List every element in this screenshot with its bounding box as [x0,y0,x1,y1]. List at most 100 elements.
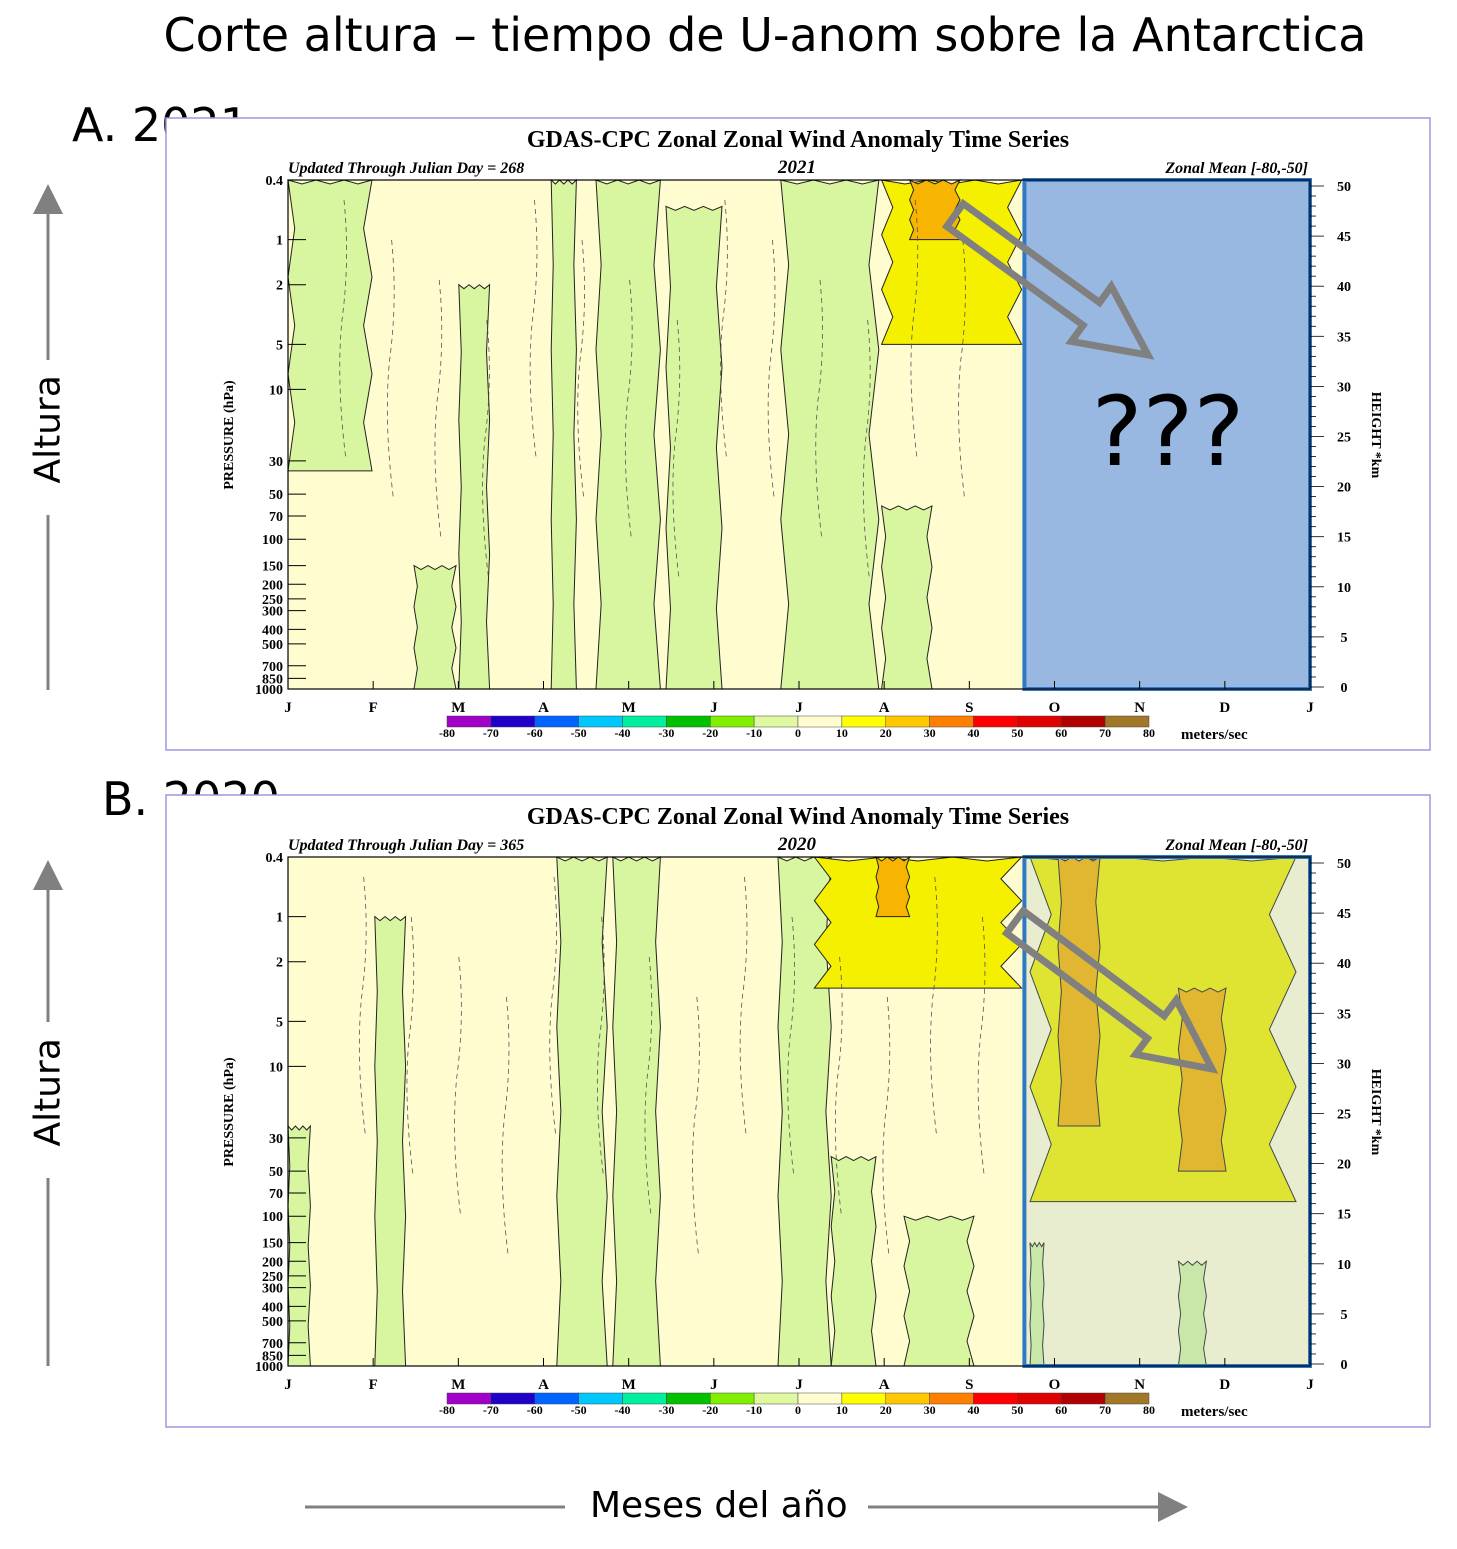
y2-tick-label: 15 [1337,1208,1351,1223]
colorbar-tick-label: -50 [571,1403,587,1417]
x-tick-label: D [1219,700,1230,716]
x-tick-label: J [284,700,292,716]
y2-axis-label: HEIGHT *km [1368,392,1383,479]
colorbar-tick-label: -20 [702,1403,718,1417]
dashed-contour [910,199,919,461]
y-tick-label: 30 [269,455,283,470]
y-tick-label: 500 [262,1315,283,1330]
y-tick-label: 1 [276,234,283,249]
dashed-contour [977,916,986,1178]
y2-tick-label: 50 [1337,857,1351,872]
colorbar-tick-label: 10 [836,1403,848,1417]
x-tick-label: J [710,700,718,716]
y-tick-label: 0.4 [266,851,284,866]
y2-tick-label: 25 [1337,431,1351,446]
x-tick-label: J [710,1377,718,1393]
contour-region-10_20 [813,856,1023,989]
y-axis-label: PRESSURE (hPa) [222,380,237,490]
x-tick-label: A [538,1377,549,1393]
colorbar-tick-label: 40 [968,1403,980,1417]
dashed-contour [406,916,415,1178]
y-tick-label: 30 [269,1132,283,1147]
contour-region-_10_0 [287,1124,311,1367]
subtitle-year: 2021 [777,157,816,178]
contour-region-_10_0 [780,179,880,690]
y-tick-label: 400 [262,623,283,638]
contour-region-_10_0 [556,856,608,1367]
x-tick-label: A [879,700,890,716]
dashed-contour [577,239,585,501]
dashed-contour [644,956,653,1218]
x-tick-label: O [1049,700,1061,716]
x-tick-label: J [795,1377,803,1393]
colorbar-tick-label: 70 [1099,1403,1111,1417]
y2-tick-label: 45 [1337,907,1351,922]
y2-tick-label: 15 [1337,531,1351,546]
contour-region-_10_0 [595,179,661,690]
colorbar-tick-label: -80 [439,726,455,740]
chart-title: GDAS-CPC Zonal Zonal Wind Anomaly Time S… [527,127,1069,153]
y2-tick-label: 35 [1337,1007,1351,1022]
colorbar-bin [1104,715,1150,728]
x-tick-label: F [369,1377,378,1393]
x-tick-label: J [1306,1377,1314,1393]
x-tick-label: J [1306,700,1314,716]
x-tick-label: S [965,700,973,716]
colorbar-tick-label: 0 [795,726,801,740]
y-tick-label: 100 [262,1210,283,1225]
colorbar-tick-label: -60 [527,1403,543,1417]
colorbar-bin [1104,1392,1150,1405]
y2-tick-label: 20 [1337,481,1351,496]
y2-tick-label: 40 [1337,957,1351,972]
chart-title: GDAS-CPC Zonal Zonal Wind Anomaly Time S… [527,804,1069,830]
dashed-contour [767,239,776,501]
colorbar-tick-label: -80 [439,1403,455,1417]
y-tick-label: 10 [269,383,283,398]
dashed-contour [386,239,395,501]
dashed-contour [454,956,462,1218]
subtitle-year: 2020 [777,834,817,855]
colorbar-unit: meters/sec [1181,727,1248,743]
colorbar-tick-label: 80 [1143,726,1155,740]
dashed-contour [720,199,728,461]
trend-arrow [1001,905,1219,1074]
colorbar-tick-label: 20 [880,1403,892,1417]
dashed-contour [958,239,966,501]
contour-region-_10_0 [413,564,457,690]
colorbar-tick-label: -30 [658,1403,674,1417]
y-tick-label: 5 [276,338,283,353]
y-tick-label: 300 [262,605,283,620]
dashed-contour [739,876,748,1138]
colorbar-tick-label: -40 [615,726,631,740]
y-tick-label: 150 [262,560,283,575]
chart-panel-2020: GDAS-CPC Zonal Zonal Wind Anomaly Time S… [165,794,1431,1428]
contour-region-_10_0 [287,179,373,472]
unknown-mark: ??? [1092,376,1245,488]
y-tick-label: 500 [262,638,283,653]
dashed-contour [482,319,490,581]
y2-axis-label: HEIGHT *km [1368,1069,1383,1156]
y-tick-label: 5 [276,1015,283,1030]
x-tick-label: D [1219,1377,1230,1393]
y2-tick-label: 20 [1337,1158,1351,1173]
y-tick-label: 2 [276,279,283,294]
y-tick-label: 1000 [255,683,283,698]
colorbar-tick-label: -70 [483,726,499,740]
y-tick-label: 10 [269,1060,283,1075]
y-tick-label: 0.4 [266,174,284,189]
dashed-contour [434,279,443,541]
subtitle-left: Updated Through Julian Day = 365 [288,837,524,854]
x-tick-label: J [795,700,803,716]
y2-tick-label: 30 [1337,1057,1351,1072]
y2-tick-label: 5 [1341,631,1348,646]
y-tick-label: 100 [262,533,283,548]
y-tick-label: 70 [269,1187,283,1202]
dashed-contour [862,319,871,581]
colorbar-tick-label: -70 [483,1403,499,1417]
colorbar-tick-label: -40 [615,1403,631,1417]
colorbar-tick-label: 30 [924,726,936,740]
dashed-contour [834,956,843,1218]
y-tick-label: 2 [276,956,283,971]
x-tick-label: N [1134,700,1145,716]
